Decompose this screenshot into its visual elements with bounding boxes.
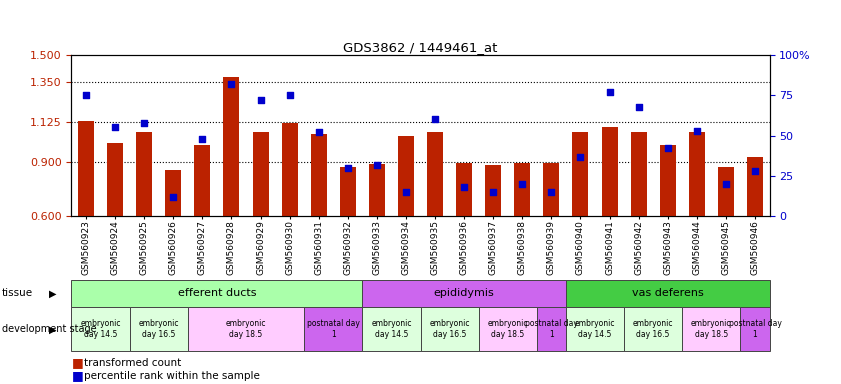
Point <box>399 189 413 195</box>
Text: embryonic
day 14.5: embryonic day 14.5 <box>371 319 411 339</box>
Point <box>196 136 209 142</box>
Point <box>632 103 645 109</box>
Text: embryonic
day 18.5: embryonic day 18.5 <box>691 319 732 339</box>
Bar <box>252 132 268 216</box>
Text: postnatal day
1: postnatal day 1 <box>307 319 360 339</box>
Point <box>137 119 151 126</box>
Bar <box>304 307 362 351</box>
Bar <box>420 307 479 351</box>
Text: embryonic
day 18.5: embryonic day 18.5 <box>488 319 528 339</box>
Text: embryonic
day 16.5: embryonic day 16.5 <box>430 319 470 339</box>
Bar <box>631 132 647 216</box>
Point <box>225 81 238 87</box>
Point <box>603 89 616 95</box>
Text: transformed count: transformed count <box>84 358 182 368</box>
Bar <box>456 163 472 216</box>
Bar <box>740 307 770 351</box>
Point <box>370 162 383 168</box>
Point <box>108 124 122 131</box>
Bar <box>718 167 734 216</box>
Point <box>574 154 587 160</box>
Title: GDS3862 / 1449461_at: GDS3862 / 1449461_at <box>343 41 498 54</box>
Bar <box>537 307 566 351</box>
Text: embryonic
day 14.5: embryonic day 14.5 <box>574 319 616 339</box>
Text: embryonic
day 16.5: embryonic day 16.5 <box>633 319 674 339</box>
Bar <box>188 307 304 351</box>
Point <box>748 168 762 174</box>
Bar <box>362 280 566 307</box>
Bar <box>485 165 501 216</box>
Point <box>516 181 529 187</box>
Text: tissue: tissue <box>2 288 33 298</box>
Point <box>283 92 296 98</box>
Bar <box>566 280 770 307</box>
Bar <box>573 132 589 216</box>
Point <box>719 181 733 187</box>
Text: embryonic
day 16.5: embryonic day 16.5 <box>139 319 179 339</box>
Bar <box>427 132 443 216</box>
Bar <box>78 121 94 216</box>
Text: postnatal day
1: postnatal day 1 <box>525 319 578 339</box>
Point <box>458 184 471 190</box>
Bar <box>398 136 414 216</box>
Text: ▶: ▶ <box>49 288 56 298</box>
Text: percentile rank within the sample: percentile rank within the sample <box>84 371 260 381</box>
Point <box>79 92 93 98</box>
Bar <box>130 307 188 351</box>
Bar <box>369 164 385 216</box>
Text: epididymis: epididymis <box>434 288 495 298</box>
Bar <box>136 132 152 216</box>
Bar <box>224 77 240 216</box>
Text: ▶: ▶ <box>49 324 56 334</box>
Bar <box>601 127 617 216</box>
Text: postnatal day
1: postnatal day 1 <box>728 319 781 339</box>
Point <box>428 116 442 122</box>
Point <box>312 129 325 136</box>
Point <box>690 127 704 134</box>
Text: development stage: development stage <box>2 324 97 334</box>
Bar <box>479 307 537 351</box>
Text: vas deferens: vas deferens <box>632 288 704 298</box>
Text: embryonic
day 18.5: embryonic day 18.5 <box>225 319 267 339</box>
Point <box>167 194 180 200</box>
Bar <box>566 307 624 351</box>
Bar <box>624 307 682 351</box>
Bar <box>310 134 326 216</box>
Point <box>341 165 355 171</box>
Point <box>254 97 267 103</box>
Bar <box>71 280 362 307</box>
Bar <box>282 123 298 216</box>
Point <box>486 189 500 195</box>
Bar <box>71 307 130 351</box>
Text: efferent ducts: efferent ducts <box>177 288 257 298</box>
Bar <box>362 307 420 351</box>
Text: embryonic
day 14.5: embryonic day 14.5 <box>81 319 121 339</box>
Bar <box>689 132 705 216</box>
Bar <box>747 157 763 216</box>
Point <box>661 146 674 152</box>
Bar <box>659 144 675 216</box>
Text: ■: ■ <box>71 356 83 369</box>
Bar <box>166 170 182 216</box>
Bar <box>515 163 531 216</box>
Bar <box>194 144 210 216</box>
Bar <box>543 163 559 216</box>
Bar <box>107 143 123 216</box>
Bar <box>682 307 740 351</box>
Bar <box>340 167 356 216</box>
Text: ■: ■ <box>71 369 83 382</box>
Point <box>545 189 558 195</box>
